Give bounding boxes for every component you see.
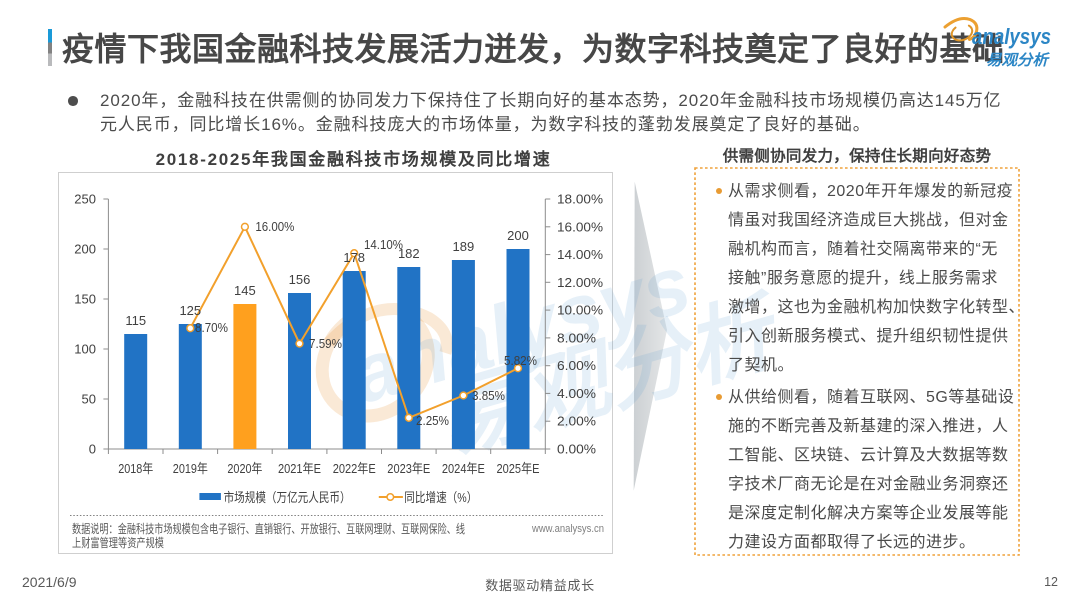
svg-text:6.00%: 6.00%: [557, 358, 596, 373]
svg-text:182: 182: [398, 246, 420, 261]
svg-text:上财富管理等资产规模: 上财富管理等资产规模: [72, 535, 164, 550]
svg-text:14.00%: 14.00%: [557, 247, 603, 262]
svg-text:易观分析: 易观分析: [986, 52, 1050, 69]
svg-text:2025年E: 2025年E: [497, 461, 540, 476]
svg-text:150: 150: [74, 292, 96, 307]
svg-text:市场规模（万亿元人民币）: 市场规模（万亿元人民币）: [224, 490, 351, 505]
svg-text:0: 0: [89, 442, 96, 457]
svg-text:0.00%: 0.00%: [557, 442, 596, 457]
svg-text:8.70%: 8.70%: [195, 320, 228, 335]
svg-text:5.82%: 5.82%: [504, 353, 537, 368]
svg-text:12.00%: 12.00%: [557, 275, 603, 290]
svg-text:2024年E: 2024年E: [442, 461, 485, 476]
svg-text:16.00%: 16.00%: [255, 219, 294, 234]
svg-text:178: 178: [343, 250, 365, 265]
svg-text:www.analysys.cn: www.analysys.cn: [531, 523, 604, 535]
svg-text:10.00%: 10.00%: [557, 303, 603, 318]
svg-text:250: 250: [74, 192, 96, 207]
svg-text:analysys: analysys: [972, 24, 1051, 49]
svg-text:7.59%: 7.59%: [309, 336, 342, 351]
svg-text:2023年E: 2023年E: [387, 461, 430, 476]
svg-text:2019年: 2019年: [173, 461, 208, 476]
svg-text:8.00%: 8.00%: [557, 330, 596, 345]
svg-text:2018年: 2018年: [118, 461, 153, 476]
svg-text:数据说明：金融科技市场规模包含电子银行、直销银行、开放银行、: 数据说明：金融科技市场规模包含电子银行、直销银行、开放银行、互联网理财、互联网保…: [72, 521, 465, 536]
svg-text:2021年E: 2021年E: [278, 461, 321, 476]
svg-text:3.85%: 3.85%: [472, 388, 505, 403]
svg-text:16.00%: 16.00%: [557, 219, 603, 234]
svg-text:100: 100: [74, 342, 96, 357]
svg-text:50: 50: [82, 392, 96, 407]
svg-text:18.00%: 18.00%: [557, 192, 603, 207]
svg-text:115: 115: [125, 313, 146, 328]
svg-text:14.10%: 14.10%: [364, 237, 403, 252]
svg-text:200: 200: [74, 242, 96, 257]
svg-text:156: 156: [289, 272, 311, 287]
svg-text:4.00%: 4.00%: [557, 386, 596, 401]
svg-text:200: 200: [507, 228, 529, 243]
svg-text:2.00%: 2.00%: [557, 414, 596, 429]
svg-text:2022年E: 2022年E: [333, 461, 376, 476]
svg-text:同比增速（%）: 同比增速（%）: [404, 490, 477, 505]
svg-text:125: 125: [179, 303, 201, 318]
svg-text:189: 189: [453, 239, 475, 254]
svg-text:145: 145: [234, 283, 256, 298]
svg-text:2.25%: 2.25%: [416, 413, 449, 428]
svg-text:2020年: 2020年: [227, 461, 262, 476]
